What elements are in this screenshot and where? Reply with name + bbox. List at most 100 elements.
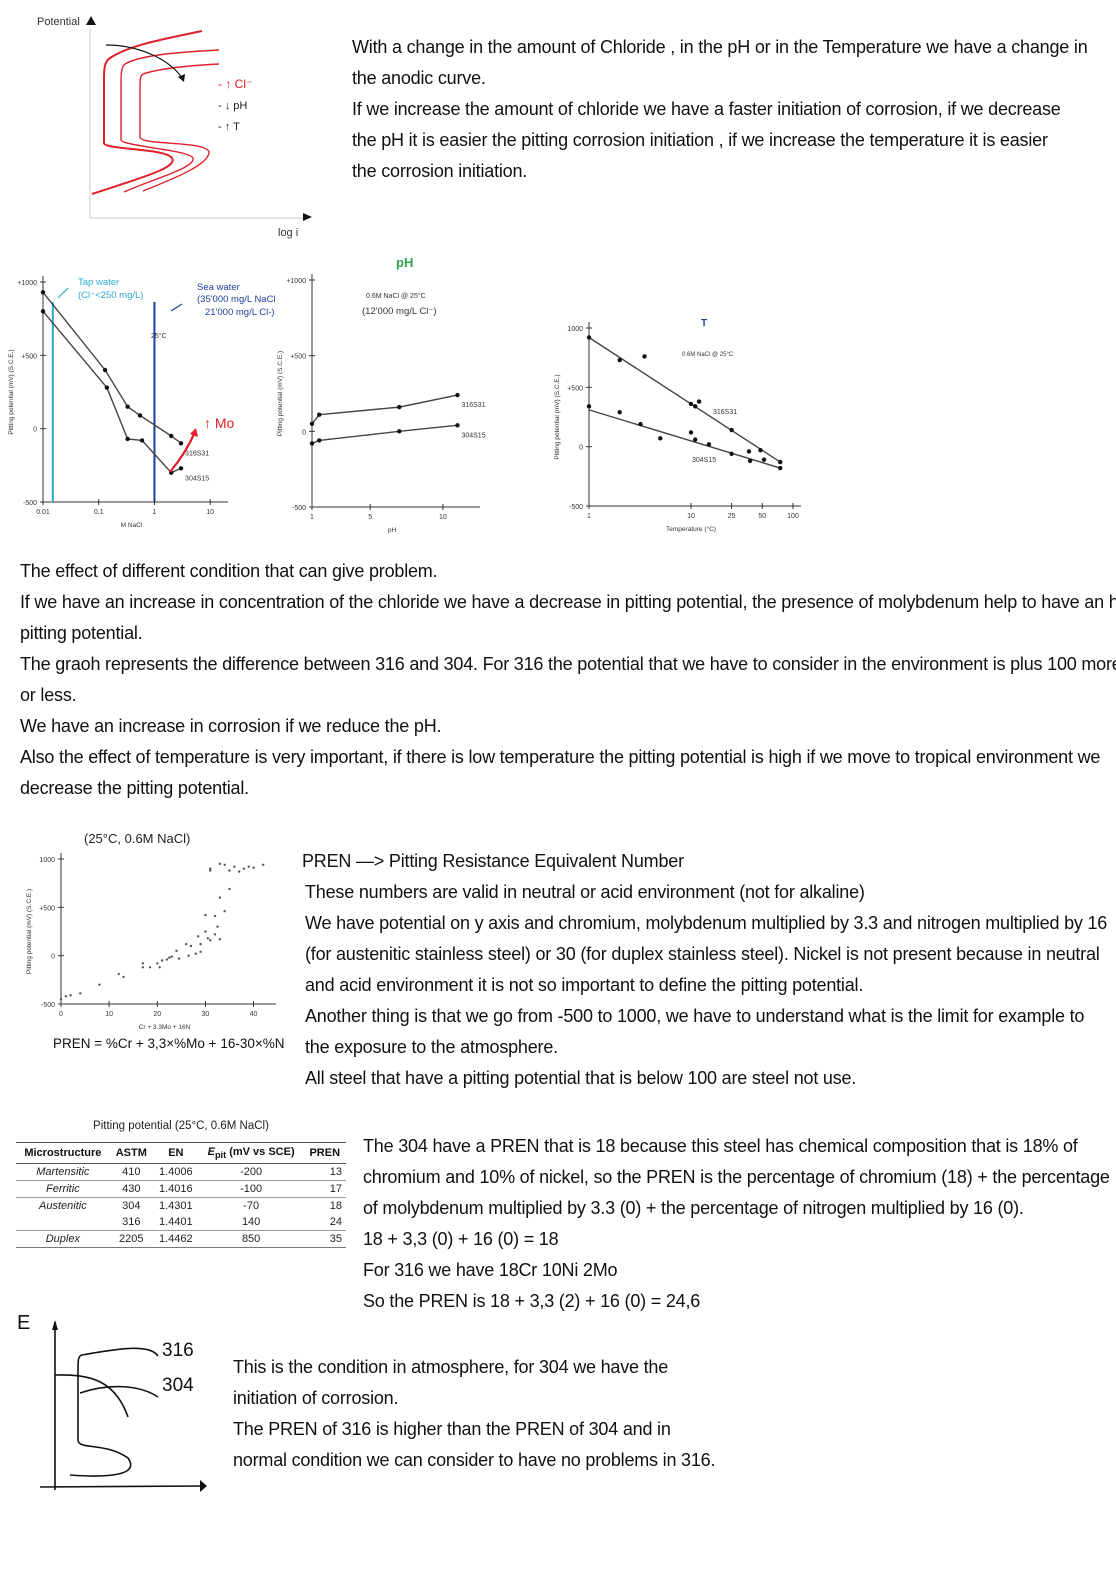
x-tick-label: 0.01 <box>36 509 50 516</box>
table-cell: 140 <box>241 1216 261 1229</box>
chart-1 <box>309 274 480 510</box>
x-axis-label: M NaCl <box>121 522 143 529</box>
header-subscript: pit <box>214 1150 227 1161</box>
data-point <box>158 966 161 969</box>
y-tick-label: -500 <box>569 504 583 511</box>
x-axis-label: log i <box>278 227 298 239</box>
text-line: the exposure to the atmosphere. <box>305 1037 558 1057</box>
text-line: 18 + 3,3 (0) + 16 (0) = 18 <box>363 1229 559 1249</box>
y-tick-label: 0 <box>51 954 55 961</box>
table-cell: Ferritic <box>16 1180 110 1198</box>
text-line: For 316 we have 18Cr 10Ni 2Mo <box>363 1260 618 1280</box>
data-point <box>638 421 643 427</box>
text-line: This is the condition in atmosphere, for… <box>233 1357 669 1377</box>
data-point <box>729 427 734 433</box>
data-point <box>778 459 783 465</box>
column-header: ASTM <box>109 1141 153 1165</box>
data-point <box>40 309 46 314</box>
data-point <box>218 896 222 899</box>
data-point <box>233 865 236 868</box>
x-axis-arrow-icon <box>303 213 312 221</box>
y-tick-label: +500 <box>567 385 583 392</box>
data-point <box>223 863 226 866</box>
text-line: of molybdenum multiplied by 3.3 (0) + th… <box>363 1198 1024 1218</box>
text-line: the corrosion initiation. <box>352 161 528 181</box>
data-point <box>693 404 698 409</box>
text-line: pitting potential. <box>20 623 143 643</box>
table-cell: Austenitic <box>16 1197 110 1215</box>
data-point <box>168 956 171 959</box>
data-point <box>688 401 694 407</box>
x-axis-label: Cr + 3.3Mo + 16N <box>139 1024 191 1031</box>
data-point <box>758 448 763 453</box>
y-tick-label: +500 <box>39 905 55 912</box>
chart-2 <box>586 322 801 509</box>
series-label: 316S31 <box>713 409 737 416</box>
table-caption: Pitting potential (25°C, 0.6M NaCl) <box>93 1120 269 1132</box>
tap-water-label: Tap water <box>78 277 119 288</box>
text-line: PREN —> Pitting Resistance Equivalent Nu… <box>302 851 684 871</box>
x-tick-label: 10 <box>206 509 214 516</box>
data-point <box>213 933 217 936</box>
table-cell: 1.4462 <box>152 1230 199 1249</box>
data-point <box>194 952 197 955</box>
sea-water-detail: 21'000 mg/L Cl-) <box>205 307 275 318</box>
pren-paragraph: PREN —> Pitting Resistance Equivalent Nu… <box>302 846 1107 1094</box>
pren-304-paragraph: The 304 have a PREN that is 18 because t… <box>363 1131 1110 1317</box>
chart-title: T <box>701 318 707 329</box>
anodic-curve-figure: Potential log i - ↑ Cl⁻ - ↓ pH - ↑ T <box>37 16 312 239</box>
sketch-x-arrow-icon <box>200 1480 207 1492</box>
text-line: initiation of corrosion. <box>233 1388 399 1408</box>
column-header: EN <box>152 1141 199 1165</box>
data-point <box>199 950 202 953</box>
table-cell: Martensitic <box>36 1166 90 1179</box>
y-tick-label: +500 <box>21 353 37 360</box>
data-point <box>184 942 188 946</box>
data-point <box>122 975 125 979</box>
data-point <box>586 335 592 340</box>
data-point <box>98 983 101 986</box>
series-line <box>42 291 182 444</box>
y-axis-label: Pitting potential (mV) (S.C.E.) <box>277 351 284 436</box>
x-axis-label: Temperature (°C) <box>666 525 716 533</box>
data-point <box>178 441 184 446</box>
y-tick-label: 1000 <box>39 857 55 864</box>
table-cell: 17 <box>303 1180 346 1198</box>
sea-water-label: Sea water <box>197 282 240 293</box>
data-point <box>696 399 702 404</box>
table-header-row: Microstructure ASTM EN Epit (mV vs SCE) … <box>16 1141 346 1165</box>
data-point <box>242 867 246 870</box>
text-line: The effect of different condition that c… <box>20 561 438 581</box>
text-line: With a change in the amount of Chloride … <box>352 37 1088 57</box>
x-tick-label: 25 <box>728 513 736 520</box>
table-cell: 18 <box>303 1197 346 1215</box>
data-point <box>175 949 178 953</box>
text-line: the pH it is easier the pitting corrosio… <box>352 130 1048 150</box>
table-cell: 13 <box>329 1166 342 1179</box>
sketch-y-label: E <box>17 1312 30 1334</box>
column-header: Epit (mV vs SCE) <box>198 1141 304 1165</box>
table-cell: 430 <box>109 1180 153 1198</box>
intro-paragraph: With a change in the amount of Chloride … <box>352 32 1088 187</box>
y-axis-label: Pitting potential (mV) (S.C.E.) <box>8 349 15 434</box>
data-point <box>209 867 212 870</box>
text-line: (for austenitic stainless steel) or 30 (… <box>305 944 1100 964</box>
data-point <box>59 997 63 1001</box>
data-point <box>189 944 193 948</box>
table-cell: 35 <box>303 1230 346 1249</box>
data-point <box>102 367 108 373</box>
data-point <box>218 862 222 866</box>
sketch-curve-304 <box>79 1385 159 1398</box>
condition-label: 0.6M NaCl @ 25°C <box>682 352 734 358</box>
data-point <box>125 404 130 409</box>
hand-sketch-figure: E 316 304 <box>17 1312 207 1492</box>
condition-detail: (12'000 mg/L Cl⁻) <box>362 306 437 317</box>
data-point <box>228 869 231 872</box>
fit-line <box>588 409 781 469</box>
x-tick-label: 20 <box>153 1011 161 1018</box>
x-tick-label: 1 <box>153 509 157 516</box>
data-point <box>761 457 767 462</box>
data-point <box>209 939 212 942</box>
table-cell: 1.4301 <box>152 1197 199 1215</box>
